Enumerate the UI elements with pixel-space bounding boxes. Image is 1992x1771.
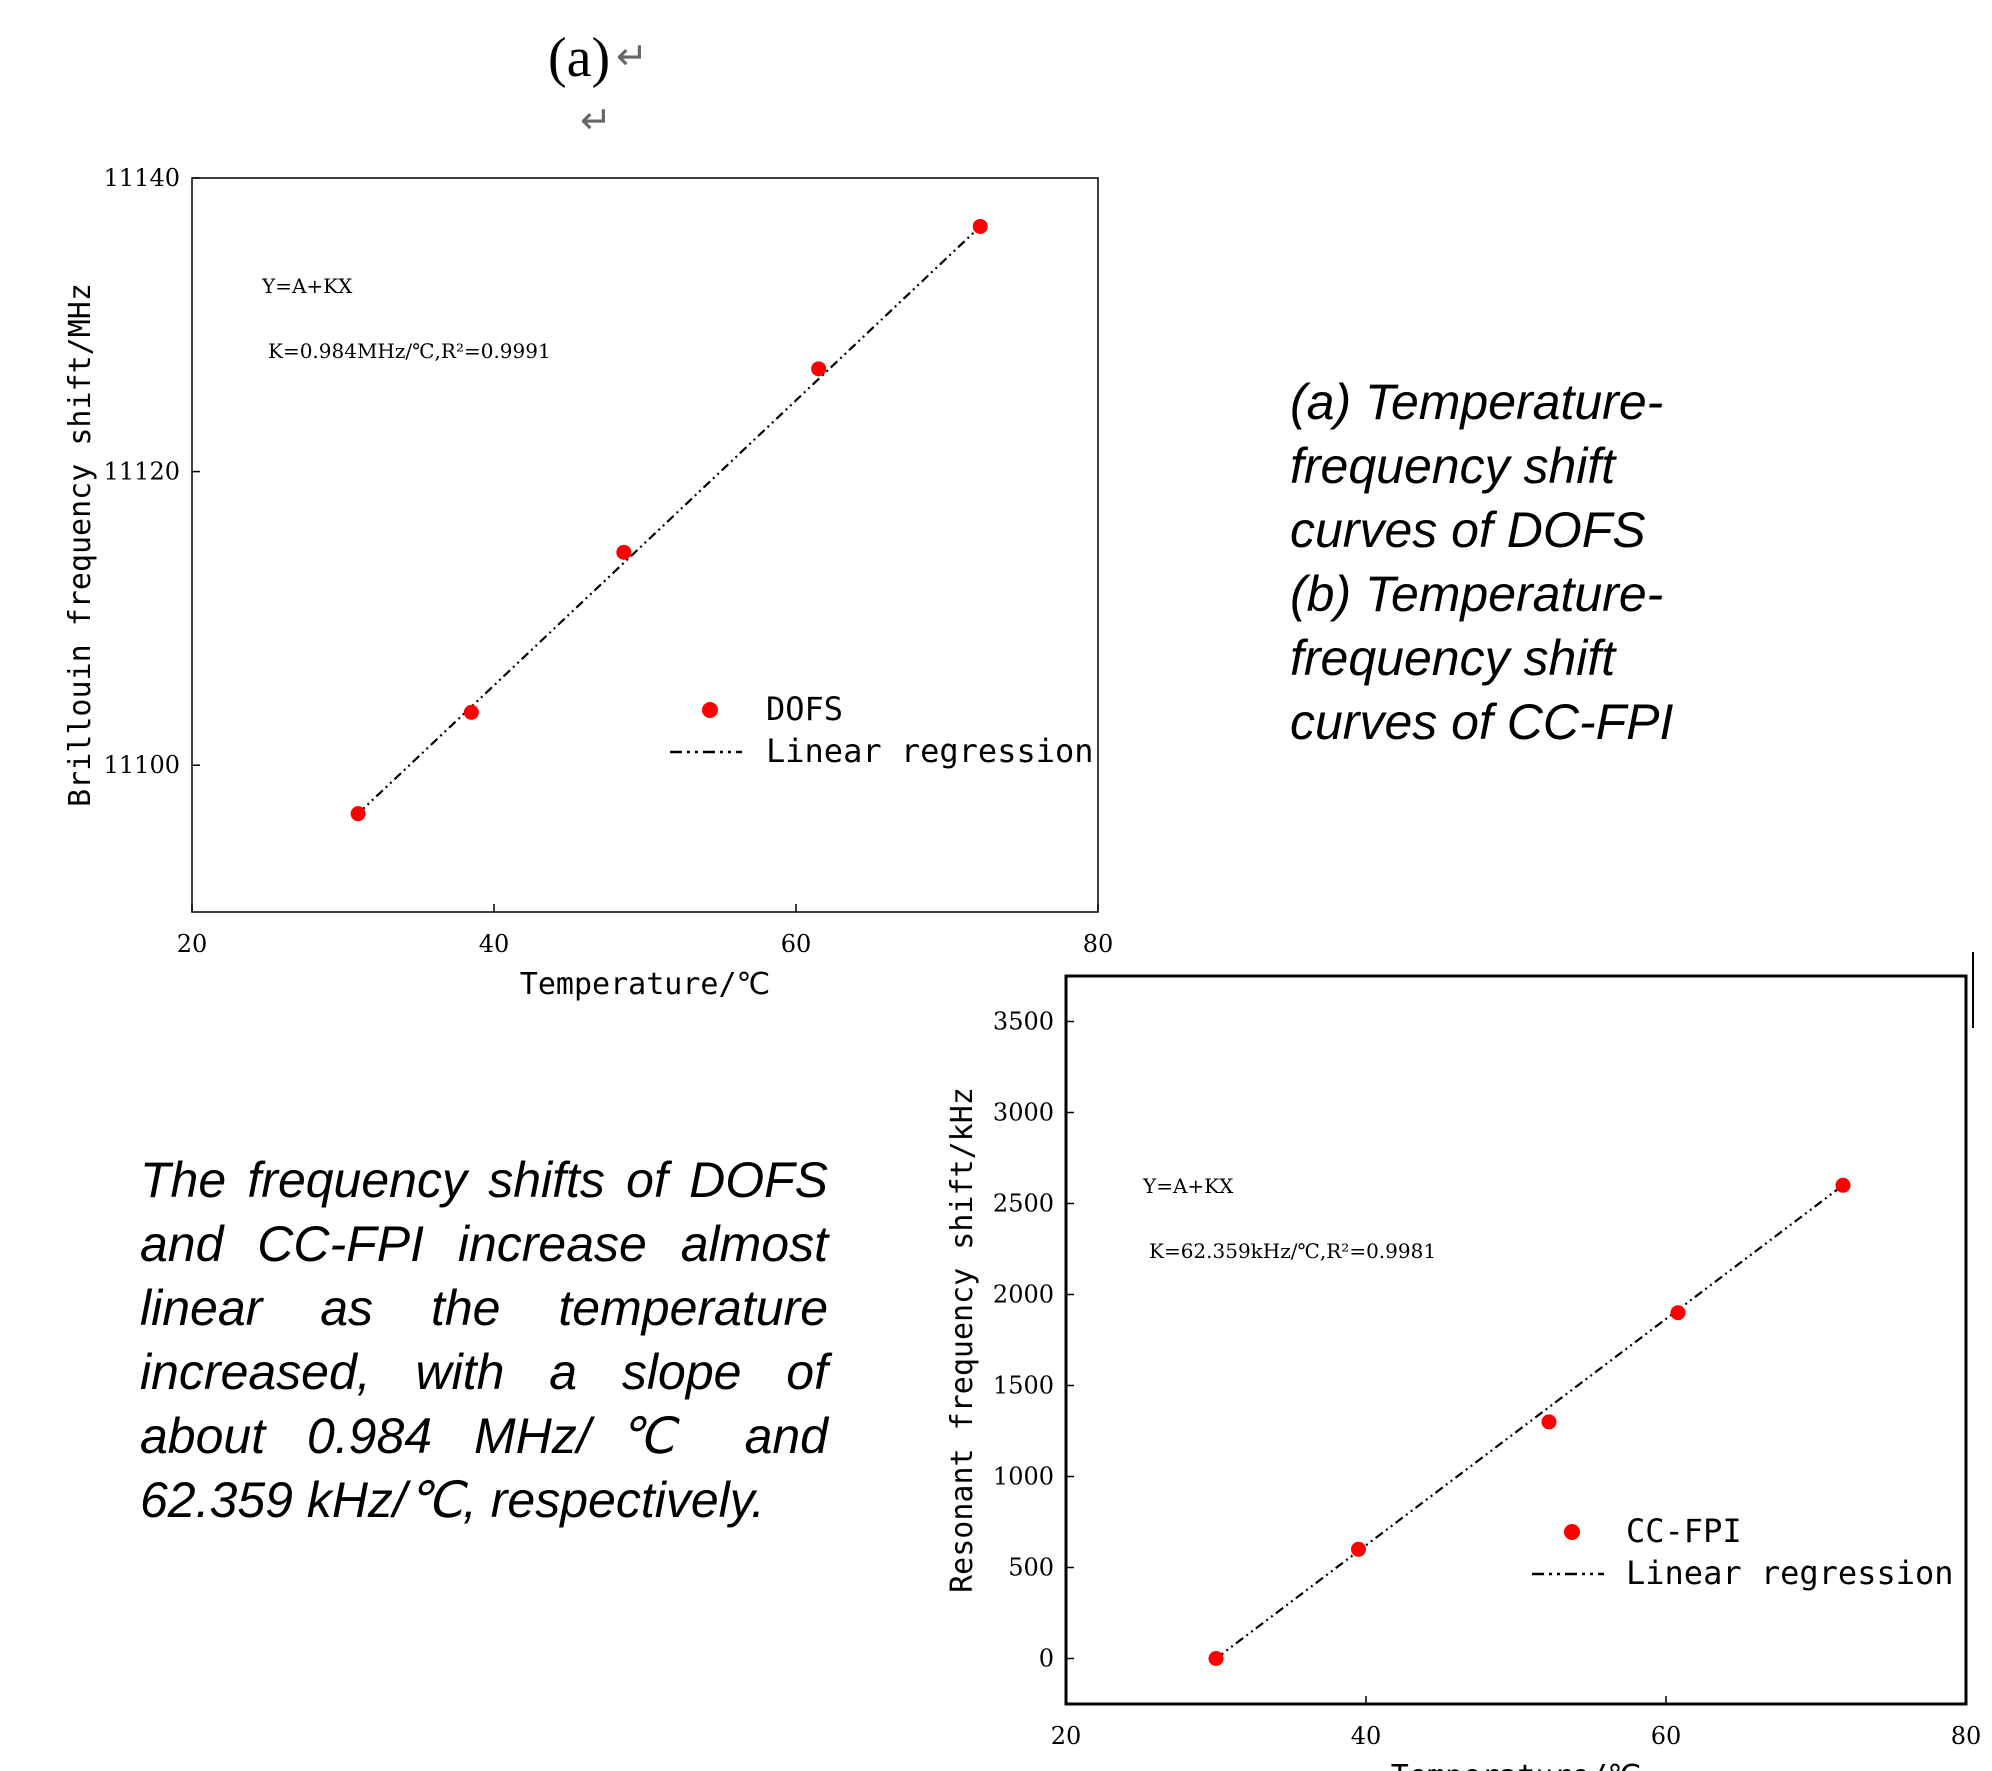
x-tick-label: 60 [781,930,812,958]
fit-result-annotation: K=62.359kHz/℃,R²=0.9981 [1149,1239,1436,1263]
x-tick-label: 40 [479,930,510,958]
plot-frame [191,177,1099,913]
x-tick-label: 20 [177,930,208,958]
return-mark-icon: ↵ [580,98,612,142]
y-tick-label: 1000 [993,1463,1054,1491]
caption-line: curves of CC-FPI [1290,694,1674,750]
y-tick-label: 2500 [993,1190,1054,1218]
data-point [350,806,366,822]
y-tick-label: 3500 [993,1008,1054,1036]
caption-line: frequency shift [1290,438,1616,494]
x-tick-label: 20 [1051,1722,1082,1750]
caption-line: frequency shift [1290,630,1616,686]
data-point [972,218,988,234]
x-tick-label: 40 [1351,1722,1382,1750]
y-tick-label: 2000 [993,1281,1054,1309]
legend-marker [702,702,718,718]
data-point [1208,1651,1224,1666]
data-point [616,544,632,560]
y-tick-label: 500 [1008,1554,1054,1582]
x-axis-label: Temperature/℃ [520,967,770,1002]
data-point [1835,1177,1851,1193]
y-tick-label: 11100 [104,751,180,779]
body-paragraph: The frequency shifts of DOFS and CC-FPI … [140,1152,828,1528]
fit-equation-annotation: Y=A+KX [261,274,353,298]
x-axis-label: Temperature/℃ [1391,1759,1641,1771]
x-tick-label: 80 [1083,930,1114,958]
y-tick-label: 3000 [993,1099,1054,1127]
y-tick-label: 1500 [993,1372,1054,1400]
y-tick-label: 0 [1039,1645,1054,1673]
return-mark-icon: ↵ [616,34,648,78]
y-axis-label: Brillouin frequency shift/MHz [63,283,98,807]
legend-label: Linear regression [1626,1554,1954,1592]
x-tick-label: 80 [1951,1722,1982,1750]
fit-equation-annotation: Y=A+KX [1142,1174,1234,1198]
plot-frame [1064,974,1968,1706]
caption-line: (a) Temperature- [1290,374,1664,430]
legend-marker [1564,1524,1580,1540]
y-tick-label: 11120 [104,458,180,486]
data-point [811,361,827,377]
data-point [1541,1414,1557,1430]
legend-label: DOFS [766,690,843,728]
y-tick-label: 11140 [104,164,180,192]
fit-result-annotation: K=0.984MHz/℃,R²=0.9991 [268,339,551,363]
data-point [1670,1305,1686,1321]
regression-line [357,225,981,815]
caption-line: curves of DOFS [1290,502,1646,558]
x-tick-label: 60 [1651,1722,1682,1750]
legend-label: Linear regression [766,732,1094,770]
regression-line [1215,1184,1844,1660]
caption-line: (b) Temperature- [1290,566,1664,622]
panel-label: (a) [548,27,611,89]
figure-caption: (a) Temperature-frequency shift curves of… [1290,370,1760,754]
data-point [463,704,479,720]
data-point [1351,1541,1366,1557]
y-axis-label: Resonant frequency shift/kHz [945,1087,980,1593]
legend-label: CC-FPI [1626,1512,1742,1550]
